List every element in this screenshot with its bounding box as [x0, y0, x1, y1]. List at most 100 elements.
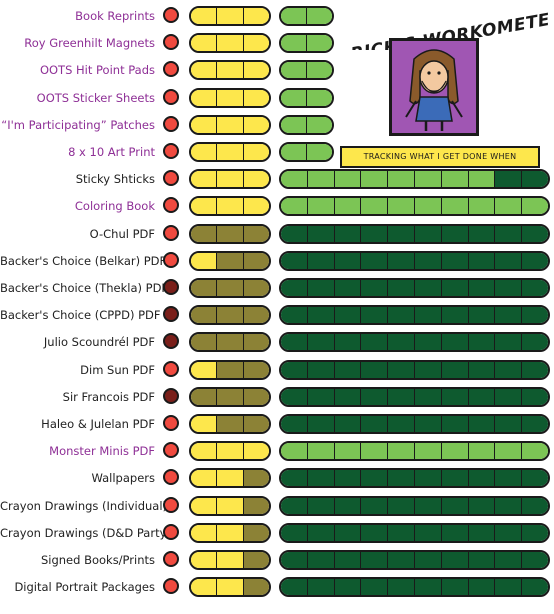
- progress-segment: [361, 443, 389, 460]
- progress-segment: [307, 225, 335, 242]
- progress-segment: [281, 252, 308, 269]
- status-dot: [163, 115, 179, 132]
- progress-segment: [468, 171, 496, 188]
- progress-segment: [307, 579, 335, 596]
- progress-segment: [388, 552, 415, 568]
- progress-segment: [243, 116, 269, 133]
- progress-segment: [191, 116, 218, 133]
- item-row: Sticky Shticks: [0, 168, 554, 190]
- progress-segment: [217, 443, 244, 460]
- progress-segment: [495, 497, 523, 514]
- progress-segment: [414, 280, 442, 296]
- status-dot: [163, 523, 179, 540]
- progress-segment: [522, 334, 548, 351]
- progress-segment: [281, 334, 308, 351]
- progress-pill-right: [279, 278, 550, 298]
- item-row: 8 x 10 Art Print: [0, 141, 554, 163]
- progress-segment: [522, 524, 548, 541]
- item-label: 8 x 10 Art Print: [68, 145, 155, 159]
- progress-segment: [243, 443, 269, 460]
- progress-pill-three: [189, 441, 271, 462]
- progress-segment: [191, 89, 218, 106]
- progress-segment: [522, 307, 548, 324]
- progress-segment: [307, 280, 335, 296]
- progress-segment: [217, 470, 244, 487]
- item-label: OOTS Hit Point Pads: [39, 63, 155, 78]
- progress-pill-three: [189, 468, 271, 489]
- progress-segment: [191, 524, 218, 541]
- progress-pill-right: [279, 114, 334, 135]
- progress-segment: [361, 334, 389, 351]
- progress-segment: [495, 470, 523, 487]
- progress-segment: [414, 388, 442, 405]
- progress-segment: [243, 89, 269, 106]
- progress-segment: [414, 334, 442, 351]
- progress-segment: [441, 225, 469, 242]
- item-label: Wallpapers: [91, 471, 155, 486]
- progress-segment: [191, 334, 218, 351]
- status-dot: [163, 279, 179, 295]
- progress-pill-right: [279, 60, 334, 81]
- progress-segment: [217, 307, 244, 324]
- progress-segment: [243, 144, 269, 160]
- progress-pill-three: [189, 577, 271, 598]
- item-row: Crayon Drawings (D&D Party): [0, 522, 554, 544]
- progress-segment: [307, 552, 335, 568]
- progress-segment: [217, 497, 244, 514]
- progress-segment: [468, 307, 496, 324]
- item-row: “I'm Participating” Patches: [0, 114, 554, 136]
- progress-segment: [191, 307, 218, 324]
- progress-segment: [414, 252, 442, 269]
- progress-pill-three: [189, 305, 271, 326]
- progress-pill-three: [189, 142, 271, 162]
- progress-pill-right: [279, 550, 550, 570]
- progress-pill-right: [279, 414, 550, 434]
- progress-segment: [414, 225, 442, 242]
- progress-segment: [361, 470, 389, 487]
- progress-segment: [414, 470, 442, 487]
- progress-pill-right: [279, 332, 550, 353]
- item-row: OOTS Sticker Sheets: [0, 87, 554, 109]
- workometer-tagline: TRACKING WHAT I GET DONE WHEN: [340, 146, 540, 168]
- progress-segment: [281, 62, 307, 79]
- progress-segment: [414, 524, 442, 541]
- progress-segment: [388, 280, 415, 296]
- progress-segment: [361, 361, 389, 378]
- progress-segment: [217, 361, 244, 378]
- progress-segment: [468, 497, 496, 514]
- item-label: Sir Francois PDF: [62, 389, 155, 404]
- progress-pill-right: [279, 359, 550, 380]
- progress-segment: [307, 35, 332, 52]
- progress-segment: [191, 443, 218, 460]
- progress-segment: [334, 280, 362, 296]
- progress-pill-right: [279, 196, 550, 217]
- progress-segment: [522, 552, 548, 568]
- progress-segment: [414, 198, 442, 215]
- progress-segment: [522, 470, 548, 487]
- progress-pill-right: [279, 6, 334, 26]
- item-row: Coloring Book: [0, 195, 554, 217]
- progress-segment: [495, 579, 523, 596]
- progress-segment: [414, 307, 442, 324]
- progress-segment: [307, 252, 335, 269]
- progress-segment: [388, 307, 415, 324]
- progress-segment: [414, 416, 442, 432]
- progress-segment: [361, 280, 389, 296]
- progress-segment: [388, 171, 415, 188]
- item-label: Haleo & Julelan PDF: [41, 417, 155, 431]
- status-dot: [163, 61, 179, 78]
- progress-pill-three: [189, 169, 271, 190]
- progress-segment: [217, 280, 244, 296]
- progress-segment: [243, 8, 269, 24]
- progress-segment: [281, 470, 308, 487]
- progress-segment: [334, 497, 362, 514]
- progress-segment: [522, 443, 548, 460]
- progress-pill-right: [279, 386, 550, 407]
- item-row: Haleo & Julelan PDF: [0, 413, 554, 435]
- progress-pill-right: [279, 522, 550, 543]
- progress-segment: [334, 225, 362, 242]
- item-label: Signed Books/Prints: [40, 553, 155, 567]
- progress-segment: [307, 524, 335, 541]
- progress-segment: [191, 361, 218, 378]
- progress-segment: [191, 280, 218, 296]
